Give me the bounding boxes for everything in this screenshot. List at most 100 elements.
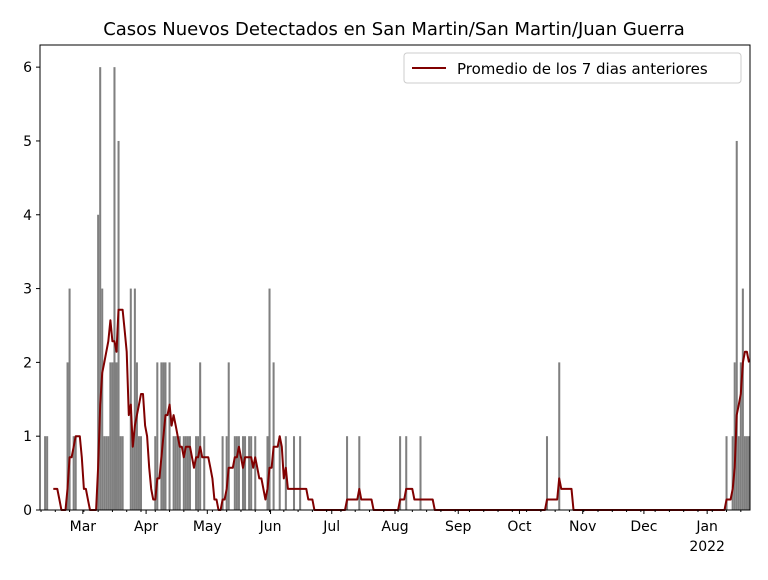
bar-day-14 (68, 288, 71, 510)
bar-day-44 (129, 288, 132, 510)
bar-day-99 (241, 436, 245, 510)
bar-day-70 (182, 436, 185, 510)
legend-label: Promedio de los 7 dias anteriores (457, 60, 708, 78)
bar-day-71 (184, 436, 187, 510)
bar-day-176 (399, 436, 402, 510)
bars (44, 67, 750, 511)
bar-day-100 (244, 436, 247, 510)
bar-day-29 (99, 67, 102, 511)
bar-day-92 (227, 362, 230, 510)
bar-day-112 (268, 288, 271, 510)
bar-day-31 (103, 436, 106, 510)
bar-day-156 (358, 436, 361, 510)
bar-day-72 (186, 436, 189, 510)
bar-day-179 (405, 436, 408, 510)
bar-day-341 (735, 140, 738, 510)
bar-day-66 (174, 436, 177, 510)
x-tick-label: Jan (695, 519, 718, 535)
x-tick-label: Aug (381, 519, 408, 535)
bar-day-248 (545, 436, 549, 510)
bar-day-17 (74, 436, 77, 510)
bar-day-46 (133, 288, 136, 510)
bar-day-340 (733, 362, 736, 510)
bar-day-33 (107, 436, 110, 510)
bar-day-65 (172, 436, 175, 510)
bar-day-3 (46, 436, 49, 510)
bar-day-67 (176, 436, 179, 510)
bar-day-150 (346, 436, 349, 510)
bar-day-37 (115, 362, 118, 510)
x-tick-label: Jun (259, 519, 282, 535)
bar-day-254 (558, 362, 561, 510)
bar-day-339 (731, 436, 734, 510)
bar-day-103 (250, 436, 253, 510)
bar-day-95 (233, 436, 236, 510)
legend-box (403, 52, 742, 84)
bar-day-89 (221, 436, 224, 510)
bar-day-48 (137, 436, 140, 510)
x-tick-year-label: 2022 (689, 539, 725, 555)
x-tick-label: May (193, 519, 222, 535)
x-tick-label: Sep (445, 519, 472, 535)
bar-day-61 (164, 362, 167, 510)
bar-day-32 (105, 436, 108, 510)
bar-day-346 (745, 436, 748, 510)
y-tick-label: 4 (23, 208, 32, 224)
bar-day-76 (195, 436, 198, 510)
y-tick-label: 0 (23, 503, 32, 519)
y-tick-label: 2 (23, 355, 32, 371)
bar-day-105 (254, 436, 257, 510)
bar-day-56 (154, 436, 157, 510)
x-tick-label: Jul (322, 519, 340, 535)
bar-day-342 (737, 436, 740, 510)
bar-day-57 (156, 362, 159, 510)
bar-day-39 (119, 436, 122, 510)
x-tick-label: Mar (70, 519, 97, 535)
bar-day-28 (97, 214, 100, 510)
bar-day-59 (160, 362, 163, 510)
bar-day-16 (72, 436, 75, 510)
bar-day-96 (235, 436, 238, 510)
y-tick-label: 6 (23, 60, 32, 76)
bar-day-78 (199, 362, 202, 510)
plot-frame (39, 44, 751, 511)
bar-day-36 (113, 67, 116, 511)
bar-day-45 (131, 436, 134, 510)
bar-day-111 (266, 436, 269, 510)
x-tick-label: Apr (134, 519, 158, 535)
bar-day-47 (135, 362, 138, 510)
bar-day-68 (178, 436, 181, 510)
bar-day-40 (121, 436, 124, 510)
legend: Promedio de los 7 dias anteriores (403, 52, 742, 84)
y-tick-label: 1 (23, 429, 32, 445)
bar-day-30 (101, 288, 104, 510)
y-tick-label: 5 (23, 134, 32, 150)
x-tick-label: Oct (507, 519, 532, 535)
bar-day-347 (747, 436, 750, 510)
bar-day-102 (248, 436, 251, 510)
bar-day-336 (725, 436, 728, 510)
bar-day-34 (109, 362, 112, 510)
bar-day-73 (188, 436, 191, 510)
x-axis: Mar Apr May Jun Jul Aug Sep Oct Nov Dec Jan 2022 (40, 510, 742, 555)
y-axis: 0 1 2 3 4 5 6 (23, 60, 40, 519)
bar-day-91 (225, 436, 228, 510)
bar-day-63 (168, 362, 171, 510)
bar-day-77 (197, 436, 200, 510)
bar-day-97 (237, 436, 240, 510)
bar-day-186 (419, 436, 422, 510)
bar-day-49 (139, 436, 143, 510)
bar-day-114 (272, 362, 275, 510)
bar-day-344 (741, 288, 744, 510)
bar-day-124 (292, 436, 296, 510)
bar-day-117 (278, 436, 281, 510)
bar-day-345 (743, 436, 746, 510)
bar-day-2 (44, 436, 47, 510)
bar-day-80 (203, 436, 206, 510)
chart-title: Casos Nuevos Detectados en San Martin/Sa… (103, 19, 685, 40)
x-tick-label: Dec (630, 519, 657, 535)
bar-day-127 (299, 436, 302, 510)
bar-day-35 (111, 362, 114, 510)
bar-day-13 (66, 362, 69, 510)
